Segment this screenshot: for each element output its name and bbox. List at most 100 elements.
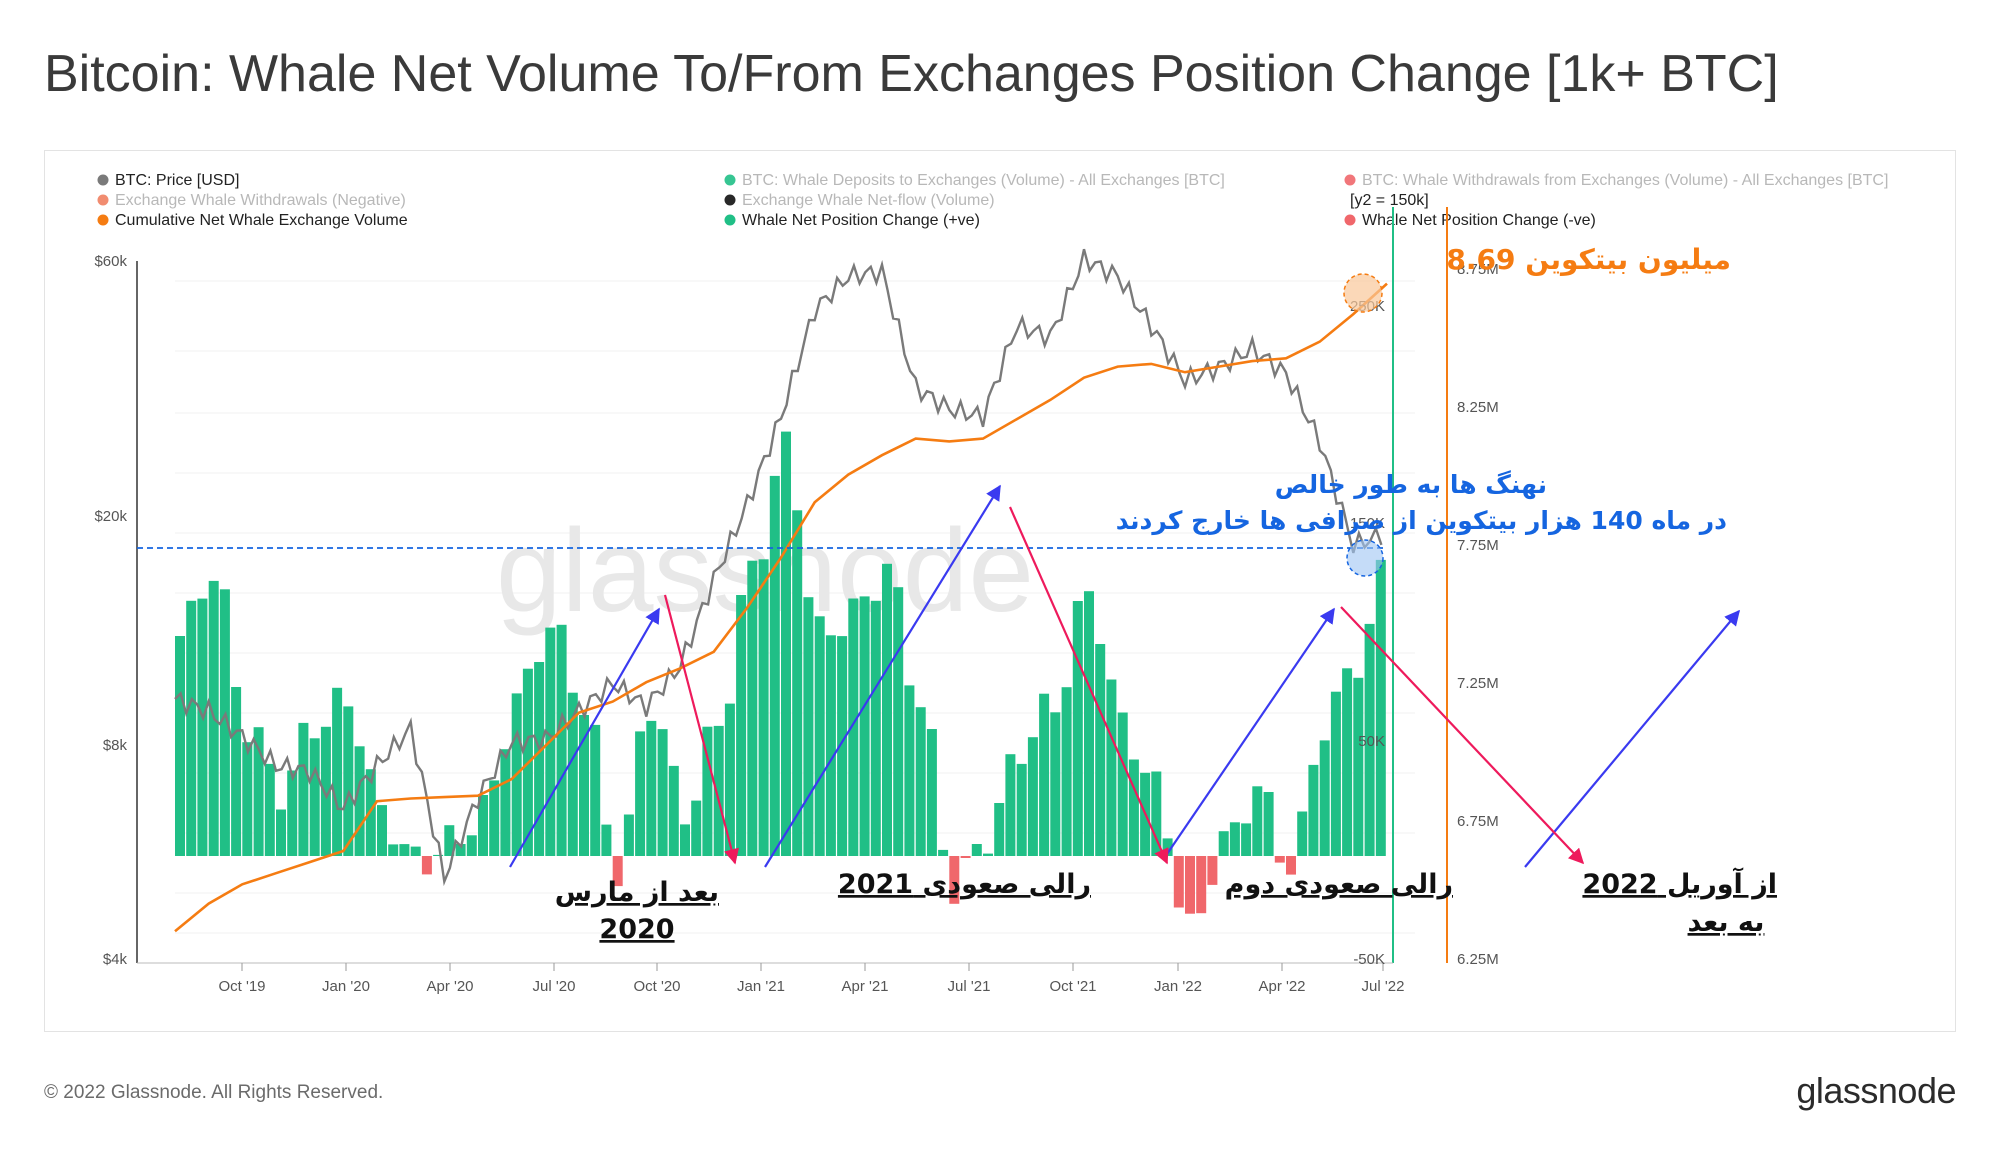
far-right-tick-label: 8.75M — [1457, 261, 1499, 278]
footer-logo: glassnode — [1796, 1070, 1956, 1111]
bar — [1375, 559, 1386, 856]
bar — [264, 763, 275, 856]
bar — [343, 706, 354, 856]
x-tick-label: Jul '22 — [1362, 978, 1405, 995]
right-tick-label: 150K — [1350, 515, 1385, 532]
bar — [1128, 759, 1139, 856]
bar — [500, 749, 511, 856]
bar — [646, 720, 657, 856]
bar — [769, 475, 780, 856]
legend-label: BTC: Whale Withdrawals from Exchanges (V… — [1362, 172, 1888, 189]
price-line — [174, 248, 1383, 887]
x-tick-label: Jan '21 — [737, 978, 785, 995]
legend-item: Whale Net Position Change (+ve) — [724, 212, 980, 229]
bar — [893, 587, 904, 856]
bar — [1319, 740, 1330, 856]
down-trend-arrow — [1008, 506, 1169, 865]
down-trend-arrow — [1340, 606, 1585, 865]
bar — [421, 856, 432, 875]
bar — [601, 824, 612, 856]
bar — [994, 803, 1005, 856]
cumulative-series — [174, 282, 1388, 933]
trend-arrows — [509, 484, 1740, 868]
bar — [1308, 764, 1319, 856]
bar — [623, 814, 634, 856]
bar — [231, 687, 242, 856]
far-right-tick-label: 6.75M — [1457, 813, 1499, 830]
legend-marker — [724, 214, 736, 226]
bar — [1027, 737, 1038, 856]
reference-marker — [1346, 539, 1384, 577]
annotation-second-rally: رالی صعودی دوم — [1225, 869, 1453, 900]
bar — [556, 624, 567, 856]
bar — [1229, 822, 1240, 856]
bar — [590, 724, 601, 856]
bar — [657, 729, 668, 856]
bar — [1095, 644, 1106, 856]
right-tick-label: -50K — [1353, 951, 1385, 968]
bar — [1342, 668, 1353, 856]
legend-label: Whale Net Position Change (+ve) — [742, 212, 980, 229]
legend-item: BTC: Price [USD] — [97, 172, 239, 189]
bar — [1072, 601, 1083, 856]
bar — [466, 835, 477, 856]
up-trend-arrow — [1164, 607, 1335, 858]
bar — [444, 825, 455, 856]
bar — [747, 560, 758, 856]
bar — [219, 589, 230, 856]
legend-item: Cumulative Net Whale Exchange Volume — [97, 212, 408, 229]
annotation-rally-2021: رالی صعودی 2021 — [838, 869, 1091, 900]
bar — [713, 725, 724, 856]
bar — [388, 844, 399, 856]
bar — [680, 824, 690, 856]
bar — [803, 597, 814, 856]
bar — [792, 510, 803, 856]
left-tick-label: $20k — [94, 508, 127, 525]
legend-marker — [97, 214, 109, 226]
up-trend-arrow — [1524, 609, 1740, 868]
x-tick-label: Jan '20 — [322, 978, 370, 995]
bar — [410, 846, 421, 856]
bar — [197, 598, 208, 856]
bar — [1151, 771, 1162, 856]
bar — [1353, 677, 1364, 856]
far-right-tick-label: 8.25M — [1457, 399, 1499, 416]
left-tick-label: $60k — [94, 253, 127, 270]
bar — [1286, 856, 1296, 875]
price-series — [174, 248, 1383, 887]
left-tick-label: $8k — [103, 737, 128, 754]
x-tick-label: Oct '19 — [218, 978, 265, 995]
bar — [478, 795, 488, 856]
bar — [1297, 811, 1308, 856]
x-tick-label: Apr '21 — [841, 978, 888, 995]
bar — [949, 856, 960, 904]
bar — [1061, 687, 1072, 856]
legend-item: BTC: Whale Deposits to Exchanges (Volume… — [724, 172, 1225, 189]
far-right-tick-label: 7.75M — [1457, 537, 1499, 554]
bar — [455, 844, 466, 856]
bar — [814, 616, 825, 856]
bar — [1173, 856, 1184, 908]
legend-marker — [1344, 174, 1356, 186]
x-tick-label: Oct '20 — [633, 978, 680, 995]
bar — [612, 856, 623, 887]
bar — [837, 636, 848, 856]
bar — [332, 687, 343, 856]
bar — [1263, 792, 1274, 856]
x-tick-label: Jan '22 — [1154, 978, 1202, 995]
bar — [1274, 856, 1285, 863]
legend-label: BTC: Price [USD] — [115, 172, 239, 189]
bar — [971, 844, 982, 856]
bar — [579, 715, 589, 856]
annotation-whales-line1: نهنگ ها به طور خالص — [1275, 470, 1547, 500]
bar — [702, 726, 713, 856]
bar — [926, 729, 937, 856]
bar — [377, 805, 387, 856]
annotation-after-march: بعد از مارس — [555, 877, 719, 908]
bar — [904, 685, 915, 856]
bar — [253, 727, 264, 856]
bar — [859, 596, 870, 856]
chart-svg: BTC: Price [USD] BTC: Whale Deposits to E… — [94, 172, 1888, 995]
bar — [433, 854, 444, 856]
far-right-tick-label: 6.25M — [1457, 951, 1499, 968]
